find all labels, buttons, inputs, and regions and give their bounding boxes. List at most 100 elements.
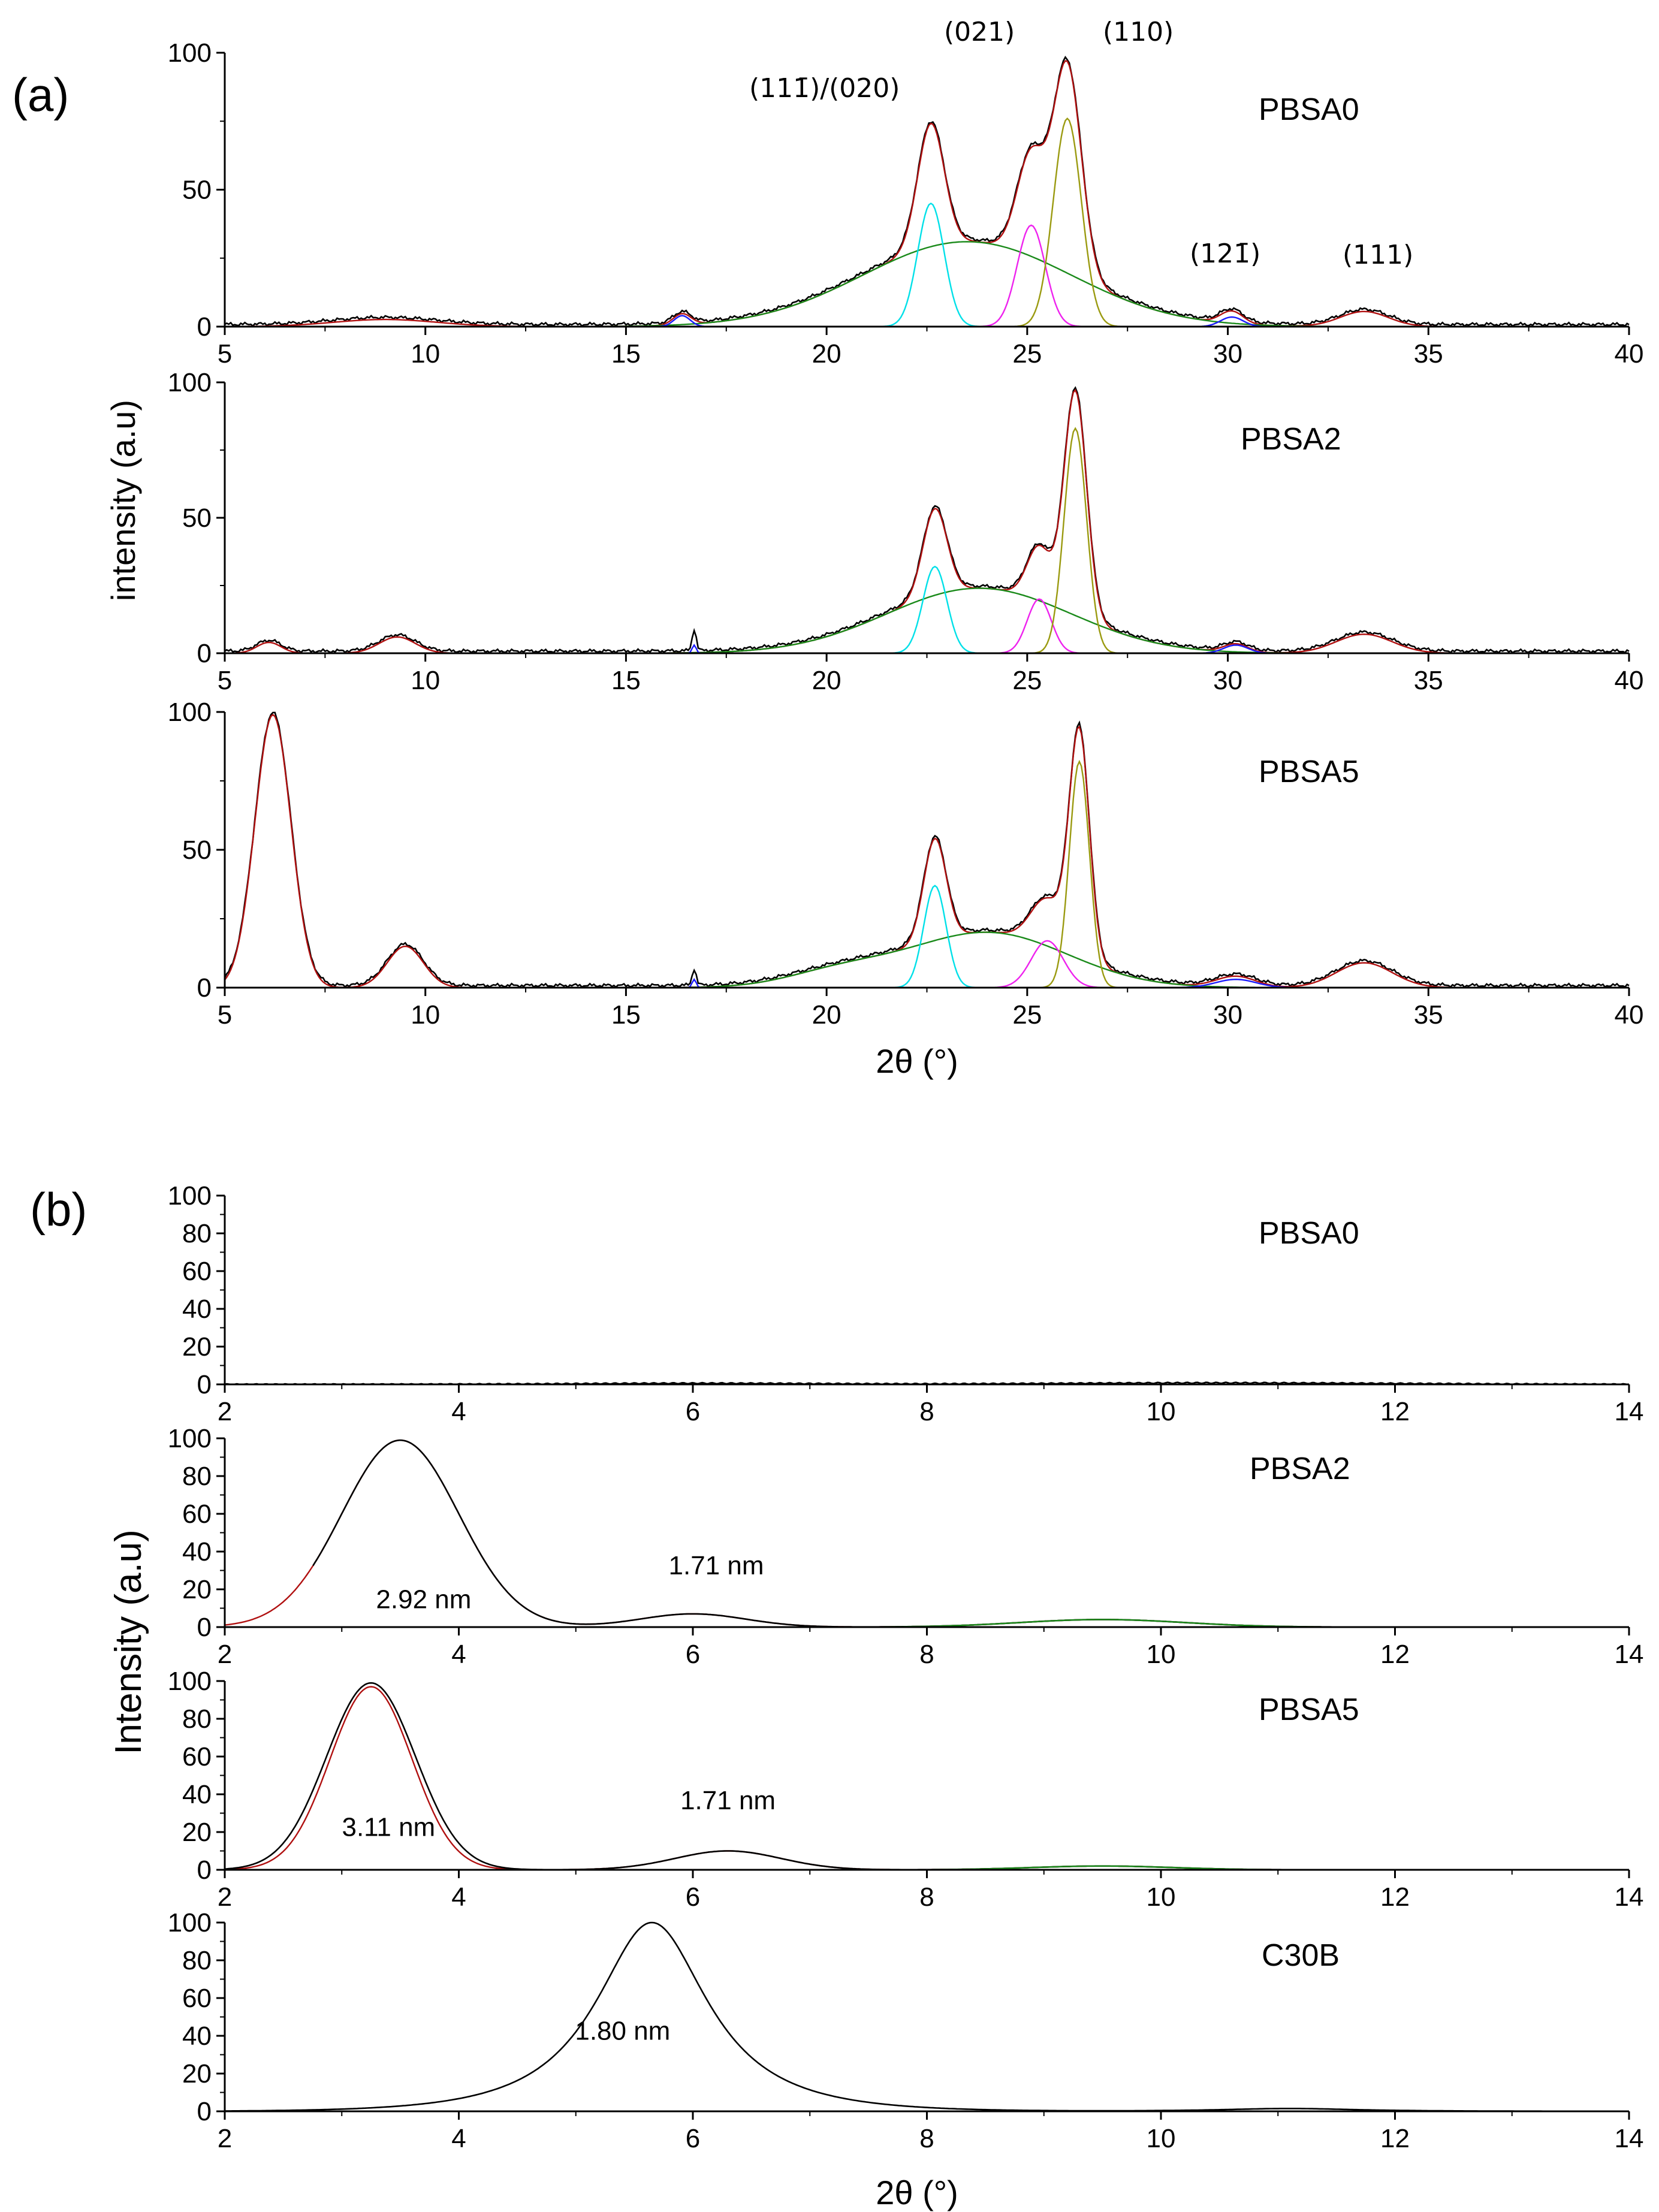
series-(110)-PBSA0	[225, 117, 1629, 328]
series-amorphous-PBSA2	[225, 587, 1629, 654]
x-tick-label: 20	[812, 666, 841, 695]
d-spacing-annotation: 1.71 nm	[680, 1786, 776, 1815]
panel-a-ylabel: intensity (a.u)	[104, 400, 142, 601]
peak-label-110: (110)	[1103, 17, 1174, 47]
series-(021)-PBSA5	[225, 940, 1629, 989]
y-tick-label: 100	[168, 1667, 212, 1696]
x-tick-label: 30	[1213, 339, 1242, 369]
x-tick-label: 10	[1147, 1397, 1176, 1426]
series-amorphous-PBSA5	[225, 931, 1629, 989]
y-tick-label: 60	[182, 1984, 212, 2013]
peak-label-121: (121̄)	[1190, 239, 1260, 269]
x-tick-label: 40	[1615, 1000, 1644, 1030]
x-tick-label: 8	[919, 2124, 934, 2153]
series-(111̄)/(020)-PBSA5	[225, 885, 1629, 989]
chart-title: PBSA5	[1259, 1692, 1359, 1727]
x-tick-label: 40	[1615, 666, 1644, 695]
x-tick-label: 10	[411, 339, 440, 369]
series-(110)-PBSA5	[225, 759, 1629, 989]
x-tick-label: 6	[686, 1640, 700, 1669]
x-tick-label: 12	[1380, 1640, 1410, 1669]
y-tick-label: 50	[182, 176, 212, 205]
y-tick-label: 100	[168, 368, 212, 397]
y-tick-label: 100	[168, 1908, 212, 1938]
x-tick-label: 12	[1380, 1397, 1410, 1426]
x-tick-label: 10	[1147, 1882, 1176, 1912]
x-tick-label: 15	[611, 1000, 641, 1030]
series-fit-PBSA5	[224, 714, 1629, 989]
x-tick-label: 35	[1414, 666, 1443, 695]
x-tick-label: 14	[1615, 2124, 1644, 2153]
y-tick-label: 50	[182, 835, 212, 865]
x-tick-label: 2	[218, 1640, 232, 1669]
y-tick-label: 80	[182, 1946, 212, 1975]
x-tick-label: 4	[451, 1397, 466, 1426]
series-(021)-PBSA2	[225, 598, 1629, 654]
x-tick-label: 5	[218, 339, 232, 369]
d-spacing-annotation: 1.80 nm	[575, 2016, 670, 2045]
x-tick-label: 10	[411, 1000, 440, 1030]
chart-a-PBSA5: 5 10 15 20 25 30 35 40 0 50 100 PBSA5	[168, 698, 1644, 1030]
d-spacing-annotation: 1.71 nm	[669, 1551, 764, 1580]
x-tick-label: 15	[611, 339, 641, 369]
x-tick-label: 2	[218, 1397, 232, 1426]
chart-a-PBSA2: 5 10 15 20 25 30 35 40 0 50 100 PBSA2	[168, 368, 1644, 695]
y-tick-label: 20	[182, 1332, 212, 1362]
series-(110)-PBSA2	[225, 427, 1629, 654]
x-tick-label: 4	[451, 1640, 466, 1669]
peak-label-111-020: (111̄)/(020)	[749, 73, 900, 104]
x-tick-label: 14	[1615, 1397, 1644, 1426]
series-observed-PBSA5	[224, 711, 1630, 989]
x-tick-label: 14	[1615, 1882, 1644, 1912]
x-tick-label: 35	[1414, 339, 1443, 369]
series-observed-PBSA5	[224, 1682, 1629, 1871]
chart-title: PBSA2	[1250, 1451, 1350, 1486]
x-tick-label: 12	[1380, 2124, 1410, 2153]
chart-title: PBSA0	[1259, 1216, 1359, 1251]
series-amorphous-PBSA0	[225, 241, 1629, 328]
x-tick-label: 8	[919, 1397, 934, 1426]
y-tick-label: 40	[182, 1780, 212, 1809]
x-tick-label: 6	[686, 1882, 700, 1912]
chart-b-PBSA5: 2 4 6 8 10 12 14 0 20 40 60 80 100 PBSA5 3.11 nm 1.71 n…	[168, 1667, 1644, 1912]
series-observed-PBSA0	[224, 55, 1630, 328]
x-tick-label: 5	[218, 666, 232, 695]
x-tick-label: 8	[919, 1882, 934, 1912]
peak-label-111: (111)	[1343, 240, 1413, 270]
x-tick-label: 25	[1012, 339, 1042, 369]
series-component-PBSA2	[225, 1619, 1629, 1628]
x-tick-label: 14	[1615, 1640, 1644, 1669]
chart-title: C30B	[1262, 1938, 1340, 1973]
x-tick-label: 40	[1615, 339, 1644, 369]
y-tick-label: 100	[168, 1181, 212, 1211]
y-tick-label: 0	[197, 312, 212, 342]
y-tick-label: 0	[197, 973, 212, 1003]
y-tick-label: 40	[182, 1537, 212, 1567]
y-tick-label: 100	[168, 38, 212, 68]
panel-a-xlabel: 2θ (°)	[876, 1042, 958, 1080]
y-tick-label: 80	[182, 1704, 212, 1734]
x-tick-label: 5	[218, 1000, 232, 1030]
d-spacing-annotation: 3.11 nm	[342, 1812, 435, 1842]
x-tick-label: 20	[812, 1000, 841, 1030]
y-tick-label: 80	[182, 1219, 212, 1248]
x-tick-label: 10	[1147, 1640, 1176, 1669]
y-tick-label: 0	[197, 1370, 212, 1399]
series-(111̄)/(020)-PBSA0	[225, 202, 1629, 328]
y-tick-label: 100	[168, 1424, 212, 1453]
x-tick-label: 4	[451, 2124, 466, 2153]
chart-title: PBSA2	[1241, 422, 1341, 457]
x-tick-label: 6	[686, 1397, 700, 1426]
series-(111̄)/(020)-PBSA2	[225, 566, 1629, 654]
x-tick-label: 12	[1380, 1882, 1410, 1912]
x-tick-label: 2	[218, 1882, 232, 1912]
y-tick-label: 60	[182, 1257, 212, 1286]
series-observed-PBSA2	[224, 386, 1630, 654]
panel-b-xlabel: 2θ (°)	[876, 2174, 958, 2211]
chart-a-PBSA0: 5 10 15 20 25 30 35 40 0 50 100 PBSA0	[168, 38, 1644, 369]
chart-b-PBSA2: 2 4 6 8 10 12 14 0 20 40 60 80 100 PBSA2 2.92 nm 1.71 n…	[168, 1424, 1644, 1669]
y-tick-label: 100	[168, 698, 212, 727]
x-tick-label: 2	[218, 2124, 232, 2153]
